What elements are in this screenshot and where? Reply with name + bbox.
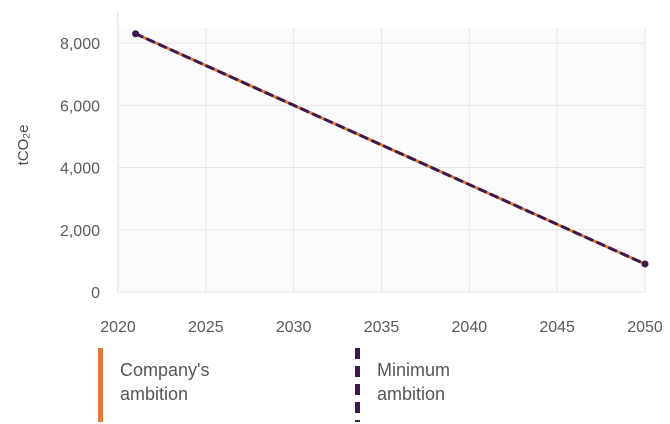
x-tick-label: 2050 (627, 319, 663, 336)
y-tick-label: 8,000 (60, 36, 100, 53)
x-tick-label: 2020 (100, 319, 136, 336)
legend-swatch-dashed (355, 348, 360, 422)
y-tick-label: 2,000 (60, 223, 100, 240)
endpoints (132, 30, 649, 268)
x-tick-label: 2040 (452, 319, 488, 336)
y-axis-ticks: 0 2,000 4,000 6,000 8,000 (60, 36, 100, 302)
y-tick-label: 0 (91, 285, 100, 302)
legend-swatch-solid (98, 348, 103, 422)
x-axis-ticks: 2020 2025 2030 2035 2040 2045 2050 (100, 319, 663, 336)
legend: Company's ambition Minimum ambition (0, 346, 670, 424)
y-axis-title: tCO₂e (15, 125, 32, 166)
series-lines (134, 32, 647, 266)
legend-label: Minimum ambition (377, 360, 451, 404)
y-tick-label: 4,000 (60, 161, 100, 178)
legend-label: Company's ambition (120, 360, 210, 404)
y-tick-label: 6,000 (60, 98, 100, 115)
x-tick-label: 2045 (539, 319, 575, 336)
x-tick-label: 2035 (364, 319, 400, 336)
series-line-minimum-ambition (134, 32, 647, 266)
data-point (132, 30, 140, 38)
grid (117, 12, 646, 293)
x-tick-label: 2025 (188, 319, 224, 336)
data-point (641, 260, 649, 268)
x-tick-label: 2030 (276, 319, 312, 336)
